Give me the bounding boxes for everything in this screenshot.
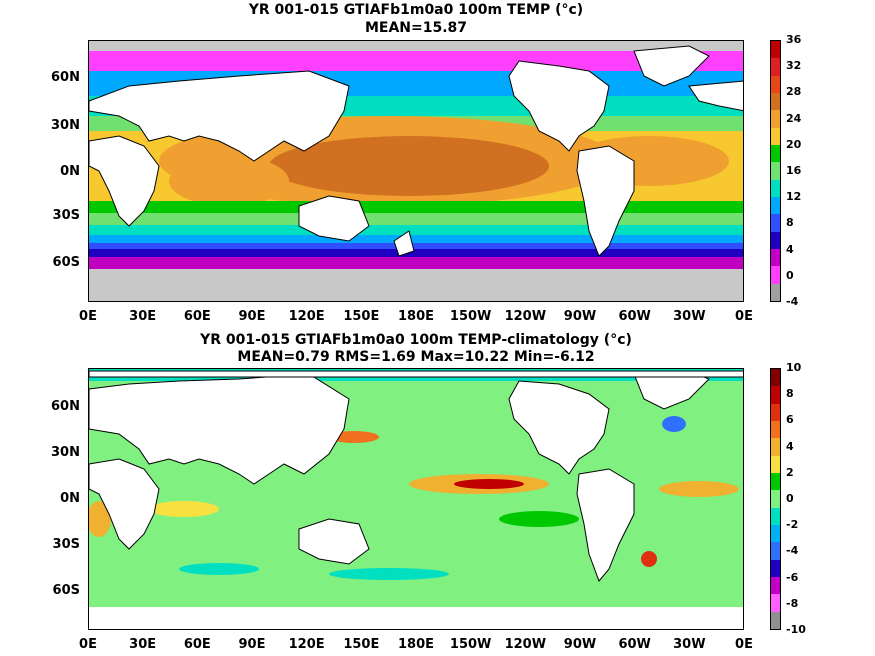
panel2-colorbar-swatch [771,403,780,422]
panel2-lon-label: 60W [618,637,651,652]
panel1-colorbar-swatch [771,58,780,77]
panel2-colorbar-swatch [771,490,780,509]
panel1-lon-label: 120W [504,309,547,324]
panel2-colorbar-swatch [771,611,780,630]
panel2-lon-label: 90W [563,637,597,652]
panel1-lon-label: 180E [397,309,435,324]
panel1-colorbar-tick: -4 [786,295,799,308]
panel1-colorbar-swatch [771,283,780,302]
panel1-lon-label: 90W [563,309,597,324]
panel2-colorbar-tick: -10 [786,623,806,636]
panel1-colorbar-tick: 24 [786,111,802,125]
panel1-colorbar-tick: 16 [786,164,802,177]
panel1-lat-0n: 0N [60,164,80,179]
panel1-lon-label: 120E [288,309,325,324]
panel1-colorbar-tick: 28 [786,85,802,99]
panel2-colorbar-swatch [771,473,780,491]
panel2-lon-label: 180E [397,637,435,652]
panel1-colorbar-swatch [771,93,780,111]
panel2-colorbar [770,368,781,630]
panel2-lat-60n: 60N [51,399,80,414]
panel2-colorbar-tick: -6 [786,570,799,584]
panel2-lon-label: 60E [183,637,211,652]
panel2-colorbar-swatch [771,594,780,613]
panel2-colorbar-tick: -4 [786,544,799,558]
panel2-colorbar-tick: 0 [786,492,794,505]
panel2-lon-label: 120W [504,637,547,652]
panel2-lon-label: 30W [673,637,706,652]
panel1-colorbar-tick: 8 [786,216,794,230]
panel1-lon-label: 90E [238,309,266,324]
panel1-colorbar-swatch [771,41,780,59]
panel1-colorbar-tick: 20 [786,137,802,151]
panel1-lon-label: 60E [183,309,211,324]
panel2-colorbar-swatch [771,369,780,387]
panel1-lon-label: 60W [618,309,651,324]
panel2-lat-0n: 0N [60,491,80,506]
panel2-colorbar-tick: 4 [786,439,794,453]
panel1-colorbar-swatch [771,110,780,129]
panel1-temperature-field [89,41,743,301]
panel2-lon-label: 30E [129,637,157,652]
panel1-lat-60s: 60S [52,255,80,270]
panel1-map [88,40,744,302]
panel1-colorbar-swatch [771,231,780,250]
panel2-colorbar-tick: 8 [786,387,794,401]
panel1-colorbar-swatch [771,127,780,146]
panel1-colorbar-tick: 12 [786,190,802,204]
panel1-colorbar-swatch [771,162,780,181]
panel1-colorbar-tick: 36 [786,33,802,46]
panel2-subtitle: MEAN=0.79 RMS=1.69 Max=10.22 Min=-6.12 [237,349,595,365]
panel1-lat-60n: 60N [51,70,80,85]
panel1-colorbar-swatch [771,75,780,94]
panel2-lon-label: 120E [288,637,325,652]
panel1-lon-label: 150W [449,309,492,324]
panel1-colorbar [770,40,781,302]
panel1-colorbar-swatch [771,145,780,163]
panel1-subtitle: MEAN=15.87 [364,20,468,36]
panel2-lat-30s: 30S [52,537,80,552]
panel2-colorbar-swatch [771,577,780,595]
panel1-lon-label: 0E [79,309,97,324]
panel1-title: YR 001-015 GTIAFb1m0a0 100m TEMP (°c) [248,2,584,18]
panel1-colorbar-swatch [771,179,780,198]
panel2-lon-label: 0E [735,637,753,652]
panel1-colorbar-tick: 4 [786,242,794,256]
panel2-colorbar-swatch [771,559,780,578]
panel2-lon-label: 90E [238,637,266,652]
panel1-colorbar-swatch [771,197,780,215]
panel2-lat-60s: 60S [52,583,80,598]
panel1-lon-label: 30E [129,309,157,324]
panel2-colorbar-tick: 6 [786,413,794,427]
panel2-colorbar-tick: -2 [786,518,799,532]
panel2-colorbar-swatch [771,507,780,526]
panel2-map [88,368,744,630]
panel1-lon-label: 150E [343,309,380,324]
panel1-colorbar-swatch [771,266,780,285]
panel2-colorbar-tick: -8 [786,596,799,610]
panel2-lat-30n: 30N [51,445,80,460]
panel2-colorbar-tick: 2 [786,465,794,479]
panel2-title: YR 001-015 GTIAFb1m0a0 100m TEMP-climato… [200,332,632,348]
panel1-colorbar-tick: 32 [786,59,802,73]
panel1-lon-label: 30W [673,309,706,324]
panel1-colorbar-swatch [771,249,780,267]
panel2-colorbar-swatch [771,421,780,439]
panel2-colorbar-swatch [771,455,780,474]
panel2-lon-label: 150W [449,637,492,652]
panel2-anomaly-field [89,369,743,629]
panel2-colorbar-swatch [771,542,780,561]
panel2-colorbar-swatch [771,386,780,405]
panel1-colorbar-tick: 0 [786,268,794,282]
panel2-colorbar-tick: 10 [786,361,802,374]
panel1-lat-30s: 30S [52,208,80,223]
panel2-lon-label: 150E [343,637,380,652]
panel1-lat-30n: 30N [51,118,80,133]
panel2-colorbar-swatch [771,438,780,457]
panel1-colorbar-swatch [771,214,780,233]
panel1-lon-label: 0E [735,309,753,324]
panel2-colorbar-swatch [771,525,780,543]
panel2-lon-label: 0E [79,637,97,652]
